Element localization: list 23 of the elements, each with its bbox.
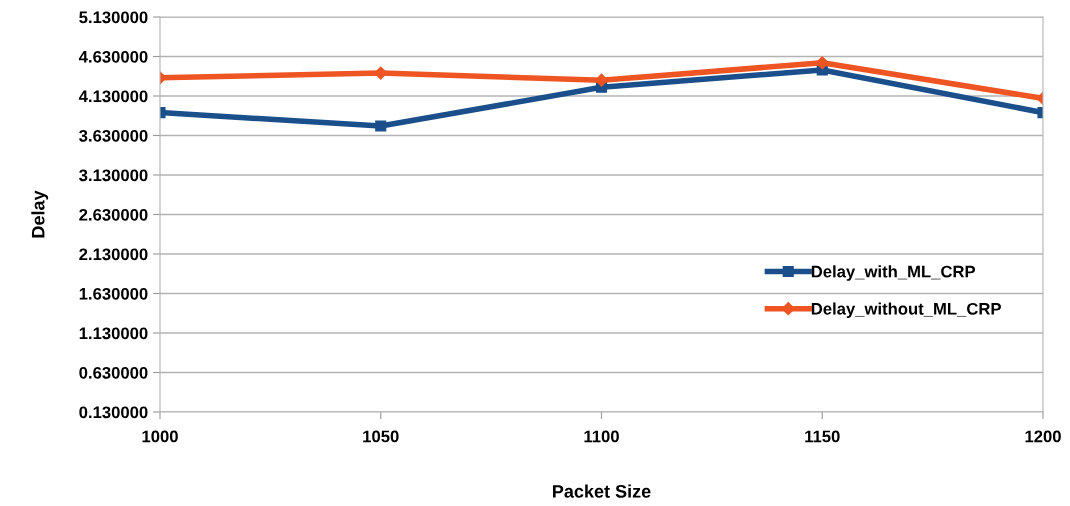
x-axis-title: Packet Size: [553, 484, 651, 498]
y-tick-label: 0.130000: [79, 406, 148, 419]
point: [815, 56, 829, 70]
y-tick-label: 1.630000: [79, 287, 148, 300]
x-tick-label: 1000: [142, 430, 178, 443]
x-tick-label: 1150: [805, 430, 840, 443]
y-tick-label: 4.130000: [78, 90, 148, 103]
x-tick-label: 1100: [584, 430, 619, 443]
point: [374, 66, 388, 80]
x-tick-label: 1200: [1025, 430, 1061, 443]
legend-label: Delay_without_ML_CRP: [811, 302, 1001, 318]
legend-label: Delay_with_ML_CRP: [811, 265, 976, 281]
y-tick-label: 3.130000: [79, 169, 148, 182]
y-axis-title: Delay: [31, 190, 49, 238]
y-tick-label: 2.130000: [79, 248, 148, 261]
y-tick-label: 0.630000: [79, 366, 148, 379]
y-tick-label: 4.630000: [78, 50, 148, 63]
x-tick-label: 1050: [363, 430, 399, 443]
y-tick-label: 5.130000: [79, 11, 148, 24]
point: [375, 120, 387, 132]
y-tick-label: 3.630000: [79, 129, 148, 142]
y-tick-label: 2.630000: [79, 208, 148, 221]
y-tick-label: 1.130000: [79, 327, 148, 340]
